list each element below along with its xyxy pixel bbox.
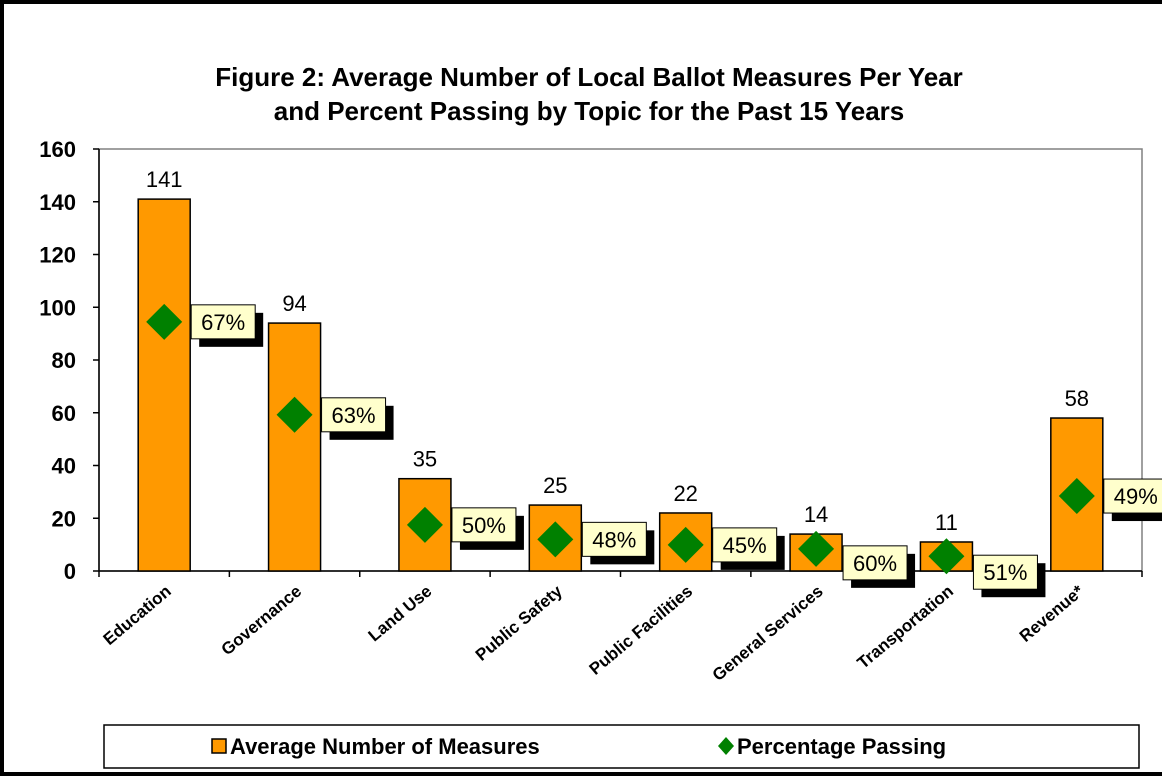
- y-tick-label: 140: [39, 190, 76, 215]
- percent-label: 63%: [332, 403, 376, 428]
- bar-value-label: 58: [1065, 386, 1089, 411]
- legend-box: [103, 724, 1140, 769]
- bar: [267, 322, 322, 572]
- bar-value-label: 11: [935, 510, 958, 535]
- percent-marker: [537, 521, 574, 558]
- x-tick-label: General Services: [709, 582, 827, 685]
- percent-marker: [146, 303, 183, 340]
- marker-series: 67% 63% 50% 48% 45% 60% 51% 49%: [146, 303, 1162, 598]
- percent-marker: [1058, 478, 1095, 515]
- percent-label-box: [712, 527, 778, 563]
- y-tick-label: 160: [39, 137, 76, 162]
- x-tick-label: Transportation: [854, 582, 957, 673]
- percent-marker: [276, 396, 313, 433]
- bar: [137, 198, 191, 572]
- chart-subtitle: and Percent Passing by Topic for the Pas…: [274, 96, 905, 126]
- y-tick-label: 120: [39, 243, 76, 268]
- y-axis: 0 20 40 60 80 100 120 140 160: [39, 137, 100, 584]
- y-tick-label: 20: [52, 506, 76, 531]
- y-tick-label: 40: [52, 454, 76, 479]
- chart-title: Figure 2: Average Number of Local Ballot…: [215, 62, 963, 92]
- percent-label-box: [972, 554, 1038, 590]
- legend-marker-label: Percentage Passing: [737, 734, 946, 759]
- bar-value-label: 94: [282, 291, 306, 316]
- y-tick-label: 100: [39, 295, 76, 320]
- x-tick-label: Governance: [218, 582, 305, 660]
- percent-label: 51%: [983, 560, 1027, 585]
- percent-label-box: [321, 397, 387, 433]
- percent-label: 60%: [853, 551, 897, 576]
- x-tick-label: Public Safety: [472, 581, 566, 665]
- legend-bar-swatch: [211, 738, 227, 754]
- percent-marker: [928, 538, 965, 575]
- percent-label: 50%: [462, 513, 506, 538]
- percent-label-box: [581, 521, 647, 557]
- percent-label-box: [451, 507, 517, 543]
- legend-diamond-swatch: [718, 737, 734, 755]
- percent-label: 49%: [1114, 484, 1158, 509]
- percent-marker: [406, 506, 443, 543]
- x-tick-label: Education: [100, 582, 175, 649]
- y-tick-label: 60: [52, 401, 76, 426]
- chart-svg: Figure 2: Average Number of Local Ballot…: [39, 62, 1162, 769]
- bar-value-label: 35: [413, 447, 437, 472]
- bar-value-label: 22: [673, 481, 697, 506]
- percent-marker: [798, 530, 835, 567]
- bar-value-label: 14: [804, 502, 828, 527]
- percent-label-box: [1103, 478, 1162, 514]
- x-tick-label: Public Facilities: [586, 582, 697, 679]
- legend: Average Number of Measures Percentage Pa…: [103, 724, 1140, 769]
- percent-label-box: [190, 304, 256, 340]
- percent-label: 48%: [592, 527, 636, 552]
- percent-label: 67%: [201, 310, 245, 335]
- bar-value-label: 25: [543, 473, 567, 498]
- percent-label-box: [842, 545, 908, 581]
- bar: [528, 504, 583, 572]
- legend-bar-label: Average Number of Measures: [230, 734, 540, 759]
- plot-area: [98, 148, 1143, 572]
- y-tick-label: 0: [64, 559, 76, 584]
- percent-label: 45%: [723, 533, 767, 558]
- percent-marker: [667, 526, 704, 563]
- bar-value-label: 141: [146, 167, 183, 192]
- y-tick-label: 80: [52, 348, 76, 373]
- x-tick-label: Land Use: [365, 582, 436, 646]
